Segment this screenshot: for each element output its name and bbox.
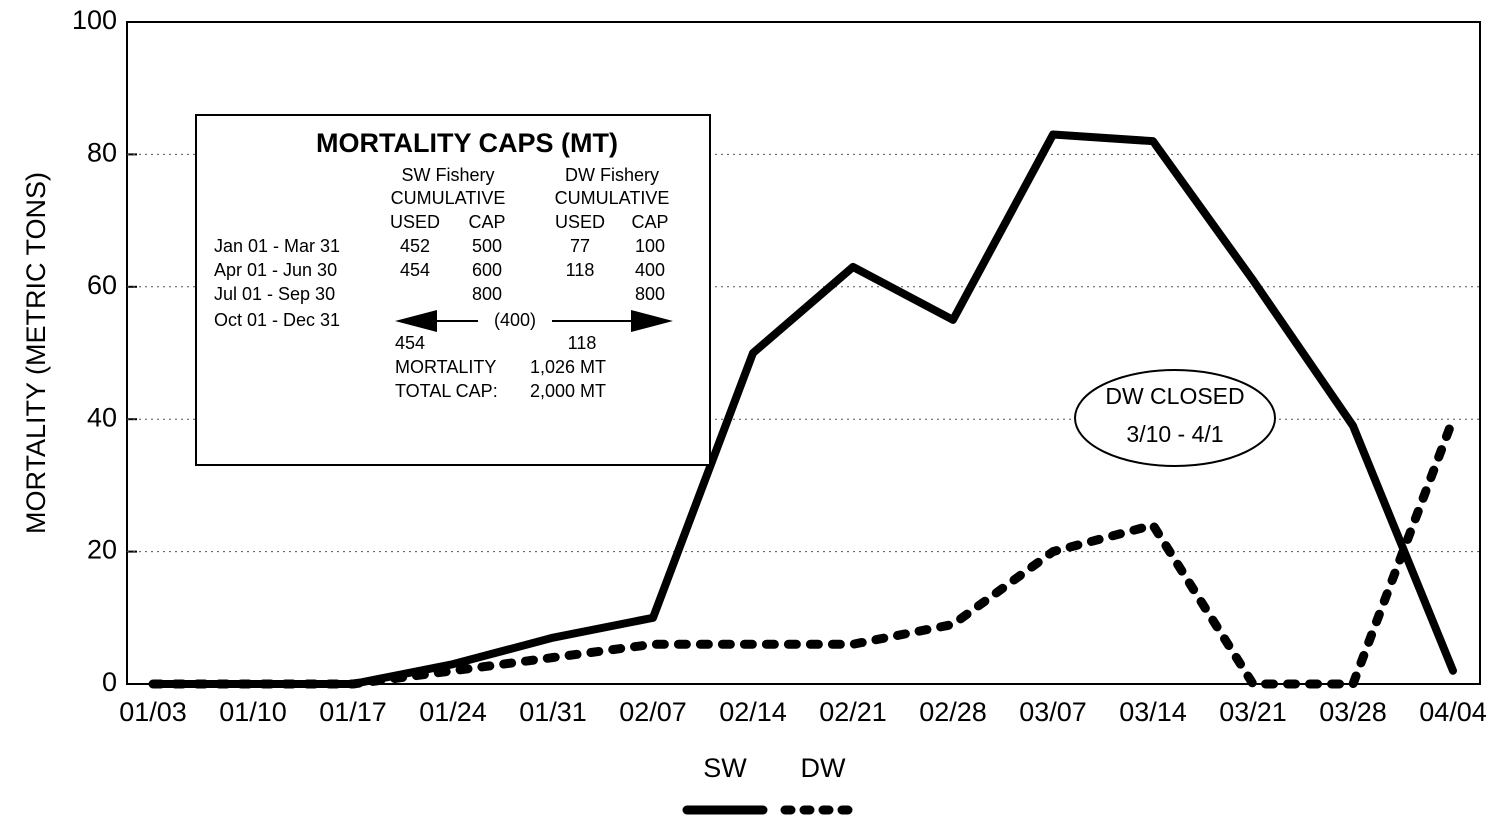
inset-cell: 452 bbox=[400, 236, 430, 256]
inset-cell: 500 bbox=[472, 236, 502, 256]
x-tick-label: 01/24 bbox=[419, 697, 487, 727]
inset-header: CUMULATIVE bbox=[391, 188, 506, 208]
inset-cell: (400) bbox=[494, 310, 536, 330]
inset-cell: 454 bbox=[400, 260, 430, 280]
inset-summary: MORTALITY bbox=[395, 357, 496, 377]
inset-cell: 800 bbox=[472, 284, 502, 304]
inset-total: 118 bbox=[568, 333, 597, 353]
inset-header: USED bbox=[390, 212, 440, 232]
x-tick-label: 01/10 bbox=[219, 697, 287, 727]
annotation-ellipse bbox=[1074, 369, 1276, 467]
inset-summary: TOTAL CAP: bbox=[395, 381, 498, 401]
inset-header: SW Fishery bbox=[401, 165, 494, 185]
inset-period: Apr 01 - Jun 30 bbox=[214, 260, 337, 280]
legend-label: DW bbox=[801, 753, 846, 783]
x-tick-label: 03/21 bbox=[1219, 697, 1287, 727]
plot-frame bbox=[126, 21, 1481, 685]
inset-header: CAP bbox=[631, 212, 668, 232]
legend-label: SW bbox=[703, 753, 747, 783]
inset-title: MORTALITY CAPS (MT) bbox=[316, 128, 618, 158]
x-tick-label: 03/07 bbox=[1019, 697, 1087, 727]
x-tick-label: 01/03 bbox=[119, 697, 187, 727]
inset-cell: 600 bbox=[472, 260, 502, 280]
inset-cell: 118 bbox=[566, 260, 595, 280]
y-tick-label: 80 bbox=[87, 138, 117, 168]
inset-arrowhead bbox=[395, 310, 437, 332]
x-tick-label: 03/28 bbox=[1319, 697, 1387, 727]
inset-cell: 800 bbox=[635, 284, 665, 304]
y-tick-label: 0 bbox=[102, 667, 117, 697]
inset-header: CUMULATIVE bbox=[555, 188, 670, 208]
inset-cell: 100 bbox=[635, 236, 665, 256]
x-tick-label: 03/14 bbox=[1119, 697, 1187, 727]
x-tick-label: 01/17 bbox=[319, 697, 387, 727]
annotation-text: DW CLOSED bbox=[1105, 383, 1244, 409]
inset-header: CAP bbox=[468, 212, 505, 232]
x-tick-label: 02/28 bbox=[919, 697, 987, 727]
x-tick-label: 02/21 bbox=[819, 697, 887, 727]
x-tick-label: 02/07 bbox=[619, 697, 687, 727]
inset-summary: 2,000 MT bbox=[530, 381, 606, 401]
inset-period: Jul 01 - Sep 30 bbox=[214, 284, 335, 304]
x-tick-label: 01/31 bbox=[519, 697, 587, 727]
y-axis-label: MORTALITY (METRIC TONS) bbox=[21, 172, 51, 534]
y-tick-label: 60 bbox=[87, 270, 117, 300]
inset-header: USED bbox=[555, 212, 605, 232]
x-tick-label: 04/04 bbox=[1419, 697, 1487, 727]
inset-total: 454 bbox=[395, 333, 425, 353]
inset-period: Jan 01 - Mar 31 bbox=[214, 236, 340, 256]
inset-cell: 400 bbox=[635, 260, 665, 280]
inset-arrowhead bbox=[631, 310, 673, 332]
y-tick-label: 100 bbox=[72, 5, 117, 35]
x-tick-label: 02/14 bbox=[719, 697, 787, 727]
inset-period: Oct 01 - Dec 31 bbox=[214, 310, 340, 330]
inset-box bbox=[195, 114, 711, 466]
inset-cell: 77 bbox=[570, 236, 590, 256]
y-tick-label: 40 bbox=[87, 402, 117, 432]
annotation-text: 3/10 - 4/1 bbox=[1126, 421, 1223, 447]
inset-header: DW Fishery bbox=[565, 165, 659, 185]
series-line bbox=[148, 414, 1458, 689]
inset-summary: 1,026 MT bbox=[530, 357, 606, 377]
y-tick-label: 20 bbox=[87, 535, 117, 565]
